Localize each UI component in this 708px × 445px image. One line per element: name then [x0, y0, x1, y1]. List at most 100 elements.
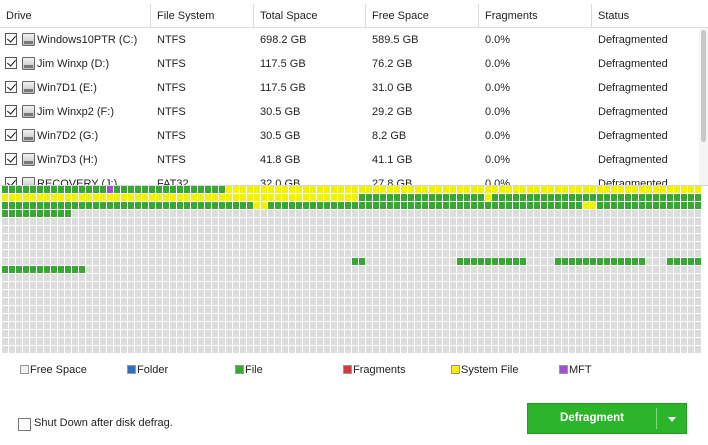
- shutdown-label[interactable]: Shut Down after disk defrag.: [34, 417, 173, 429]
- drive-cell[interactable]: RECOVERY (J:): [0, 172, 151, 185]
- table-row[interactable]: Win7D3 (H:) NTFS 41.8 GB 41.1 GB 0.0% Defragm…: [0, 148, 699, 172]
- table-row[interactable]: Win7D2 (G:) NTFS 30.5 GB 8.2 GB 0.0% Defragme…: [0, 124, 699, 148]
- cluster-block: [590, 210, 596, 217]
- cluster-block: [219, 194, 225, 201]
- cluster-block: [170, 290, 176, 297]
- cluster-block: [65, 282, 71, 289]
- cluster-block: [212, 290, 218, 297]
- cluster-block: [548, 250, 554, 257]
- table-row[interactable]: Win7D1 (E:) NTFS 117.5 GB 31.0 GB 0.0% Defrag…: [0, 76, 699, 100]
- drive-free-cell: 41.1 GB: [372, 154, 413, 166]
- cluster-block: [296, 282, 302, 289]
- cluster-block: [226, 330, 232, 337]
- cluster-block: [464, 338, 470, 345]
- cluster-block: [268, 282, 274, 289]
- cluster-block: [394, 258, 400, 265]
- cluster-block: [366, 306, 372, 313]
- cluster-block: [436, 258, 442, 265]
- cluster-block: [604, 282, 610, 289]
- cluster-block: [79, 234, 85, 241]
- drive-checkbox[interactable]: [5, 33, 17, 45]
- cluster-block: [555, 194, 561, 201]
- cluster-block: [254, 274, 260, 281]
- drive-checkbox[interactable]: [5, 153, 17, 165]
- cluster-block: [247, 186, 253, 193]
- column-free-space[interactable]: Free Space: [366, 4, 479, 28]
- cluster-block: [37, 250, 43, 257]
- cluster-block: [485, 202, 491, 209]
- drive-cell[interactable]: Jim Winxp2 (F:): [0, 100, 151, 124]
- defragment-button-label[interactable]: Defragment: [560, 412, 624, 424]
- table-row[interactable]: Jim Winxp (D:) NTFS 117.5 GB 76.2 GB 0.0% Def…: [0, 52, 699, 76]
- cluster-block: [436, 194, 442, 201]
- cluster-block: [177, 234, 183, 241]
- column-drive[interactable]: Drive: [0, 4, 151, 28]
- cluster-block: [681, 298, 687, 305]
- drive-cell[interactable]: Win7D3 (H:): [0, 148, 151, 172]
- cluster-block: [254, 306, 260, 313]
- cluster-block: [198, 250, 204, 257]
- cluster-block: [667, 314, 673, 321]
- column-file-system[interactable]: File System: [151, 4, 254, 28]
- drive-cell[interactable]: Win7D2 (G:): [0, 124, 151, 148]
- cluster-block: [240, 290, 246, 297]
- cluster-block: [415, 338, 421, 345]
- column-fragments[interactable]: Fragments: [479, 4, 592, 28]
- cluster-block: [219, 330, 225, 337]
- cluster-block: [562, 210, 568, 217]
- table-scrollbar[interactable]: [699, 28, 708, 185]
- cluster-block: [443, 194, 449, 201]
- defragment-button[interactable]: Defragment: [527, 403, 687, 434]
- drive-cell[interactable]: Windows10PTR (C:): [0, 28, 151, 52]
- drive-checkbox[interactable]: [5, 105, 17, 117]
- cluster-block: [226, 194, 232, 201]
- table-row[interactable]: Windows10PTR (C:) NTFS 698.2 GB 589.5 GB 0.0…: [0, 28, 699, 52]
- scrollbar-thumb[interactable]: [701, 30, 706, 142]
- cluster-block: [338, 194, 344, 201]
- drive-checkbox[interactable]: [5, 177, 17, 185]
- cluster-block: [527, 346, 533, 353]
- cluster-block: [149, 266, 155, 273]
- cluster-block: [366, 314, 372, 321]
- drive-checkbox[interactable]: [5, 81, 17, 93]
- drive-cell[interactable]: Win7D1 (E:): [0, 76, 151, 100]
- cluster-block: [583, 202, 589, 209]
- cluster-block: [86, 250, 92, 257]
- cluster-block: [324, 314, 330, 321]
- cluster-block: [660, 298, 666, 305]
- cluster-block: [590, 314, 596, 321]
- cluster-block: [373, 210, 379, 217]
- shutdown-checkbox[interactable]: [18, 418, 31, 431]
- cluster-block: [660, 258, 666, 265]
- column-status[interactable]: Status: [598, 10, 630, 22]
- cluster-block: [86, 210, 92, 217]
- cluster-block: [149, 338, 155, 345]
- dropdown-arrow-icon[interactable]: [657, 404, 687, 433]
- cluster-block: [499, 282, 505, 289]
- cluster-block: [135, 346, 141, 353]
- cluster-block: [681, 194, 687, 201]
- cluster-block: [408, 186, 414, 193]
- cluster-block: [128, 322, 134, 329]
- drive-checkbox[interactable]: [5, 129, 17, 141]
- column-total-space[interactable]: Total Space: [254, 4, 366, 28]
- cluster-block: [632, 210, 638, 217]
- cluster-block: [408, 210, 414, 217]
- cluster-block: [457, 194, 463, 201]
- cluster-block: [681, 258, 687, 265]
- table-row[interactable]: RECOVERY (J:) FAT32 32.0 GB 27.8 GB 0.0% Defr…: [0, 172, 699, 185]
- cluster-block: [485, 266, 491, 273]
- cluster-block: [387, 282, 393, 289]
- cluster-block: [513, 298, 519, 305]
- cluster-block: [485, 282, 491, 289]
- cluster-block: [534, 330, 540, 337]
- cluster-block: [632, 346, 638, 353]
- drive-checkbox[interactable]: [5, 57, 17, 69]
- drive-cell[interactable]: Jim Winxp (D:): [0, 52, 151, 76]
- cluster-block: [660, 186, 666, 193]
- cluster-block: [51, 306, 57, 313]
- cluster-block: [443, 330, 449, 337]
- cluster-block: [30, 250, 36, 257]
- table-row[interactable]: Jim Winxp2 (F:) NTFS 30.5 GB 29.2 GB 0.0% Def…: [0, 100, 699, 124]
- cluster-block: [65, 314, 71, 321]
